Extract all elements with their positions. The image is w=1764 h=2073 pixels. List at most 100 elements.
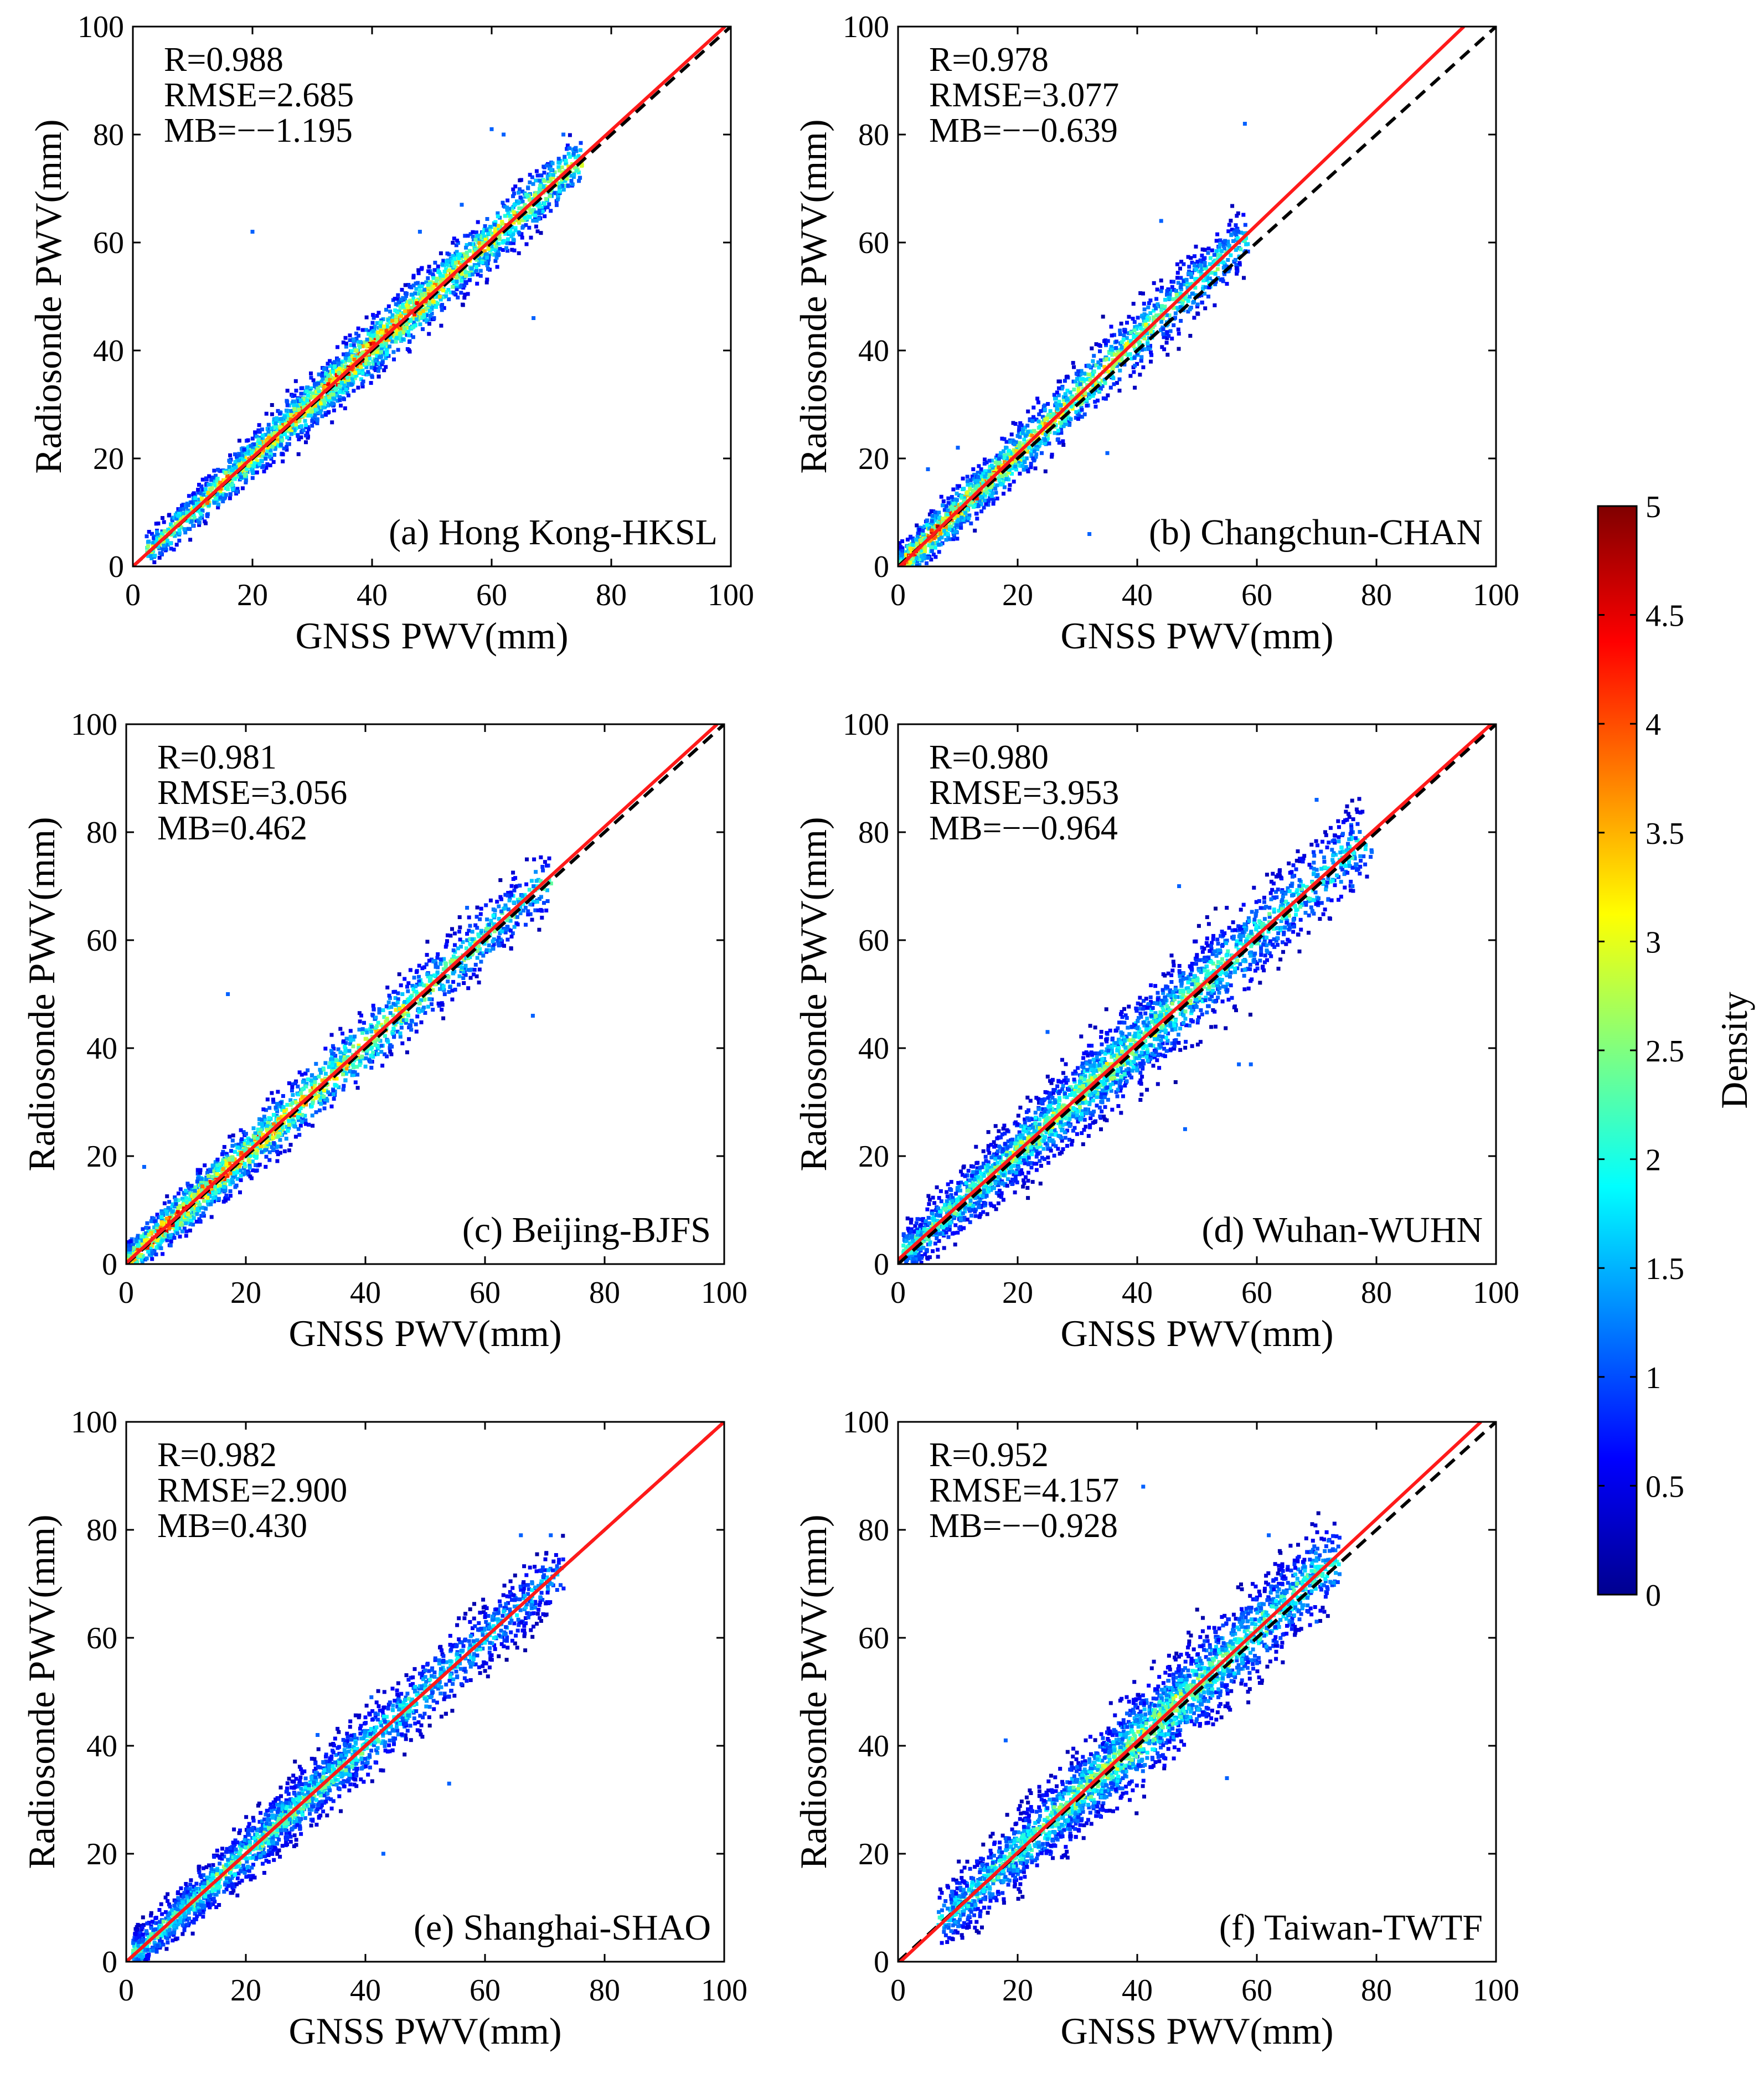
data-point [199, 484, 204, 488]
data-point [1236, 211, 1240, 215]
data-point [274, 419, 278, 423]
data-point [328, 380, 333, 385]
data-point [334, 386, 339, 391]
data-point [1215, 267, 1220, 271]
data-point [1159, 308, 1164, 312]
data-point [955, 491, 959, 496]
data-point [1060, 412, 1064, 416]
stat-rmse: RMSE=2.685 [164, 76, 354, 114]
data-point [1078, 382, 1082, 386]
data-point [524, 223, 528, 227]
data-point [1206, 276, 1211, 281]
data-point [337, 367, 342, 371]
data-point [543, 202, 547, 206]
data-point [983, 475, 987, 479]
data-point [294, 389, 298, 393]
data-point [382, 368, 386, 373]
data-point [155, 538, 159, 543]
data-point [461, 260, 466, 264]
data-point [257, 423, 261, 427]
data-point [252, 442, 256, 446]
data-point [518, 195, 523, 200]
data-point [260, 459, 264, 463]
data-point [907, 550, 911, 555]
data-point [503, 204, 507, 209]
data-point [183, 530, 188, 535]
data-point [1017, 460, 1021, 464]
data-point [156, 521, 161, 525]
data-point [1024, 456, 1029, 461]
data-point [950, 495, 954, 499]
data-point [1179, 282, 1183, 287]
data-point [497, 233, 502, 237]
data-point [903, 553, 907, 557]
data-point [1115, 348, 1120, 352]
data-point [299, 435, 303, 440]
data-point [296, 399, 301, 404]
data-point [376, 330, 380, 334]
data-point [928, 538, 932, 543]
data-point [332, 365, 337, 369]
data-point [1194, 293, 1198, 297]
data-point [218, 481, 223, 485]
data-point [1194, 267, 1198, 271]
data-point [933, 540, 937, 545]
data-point [539, 231, 543, 235]
data-point [289, 409, 293, 413]
data-point [1114, 339, 1118, 344]
data-point [996, 461, 1000, 465]
data-point [216, 467, 220, 472]
data-point [1011, 421, 1015, 425]
data-point [421, 296, 425, 301]
data-point [1181, 298, 1185, 303]
data-point [958, 510, 962, 515]
data-point [514, 218, 518, 222]
data-point [442, 306, 446, 310]
data-point [235, 489, 239, 494]
data-point [356, 340, 360, 344]
data-point [388, 320, 393, 324]
data-point [517, 220, 522, 225]
data-point [1057, 399, 1061, 404]
data-point [264, 432, 267, 437]
data-point [469, 269, 473, 274]
data-point [1172, 288, 1176, 292]
data-point [196, 508, 200, 513]
data-point [405, 291, 409, 296]
data-point [287, 427, 292, 431]
data-point [899, 553, 904, 558]
data-point [497, 237, 502, 241]
data-point [178, 531, 182, 535]
data-point [441, 295, 446, 300]
data-point [1017, 428, 1021, 432]
data-point [966, 518, 970, 523]
data-point [435, 276, 440, 281]
data-point [574, 155, 578, 159]
data-point [1193, 277, 1198, 281]
data-point [328, 359, 332, 363]
data-point [560, 165, 564, 169]
data-point [981, 481, 986, 486]
data-point [534, 169, 539, 173]
data-point [285, 442, 290, 446]
data-point [505, 208, 509, 212]
stat-mb: MB=−−0.639 [929, 112, 1118, 149]
data-point [915, 542, 919, 546]
data-point [509, 208, 514, 213]
data-point [494, 244, 498, 249]
data-point [993, 484, 997, 489]
y-tick-label: 100 [78, 10, 124, 44]
data-point [416, 271, 421, 275]
data-point [488, 225, 492, 229]
data-point [899, 545, 903, 549]
data-point [158, 535, 163, 539]
data-point [259, 435, 263, 440]
data-point [997, 465, 1001, 470]
data-point [1110, 364, 1114, 368]
data-point [1123, 329, 1127, 334]
data-point [1117, 389, 1122, 393]
data-point [297, 437, 301, 441]
data-point [459, 279, 463, 283]
data-point [240, 468, 245, 472]
data-point [1175, 271, 1180, 275]
